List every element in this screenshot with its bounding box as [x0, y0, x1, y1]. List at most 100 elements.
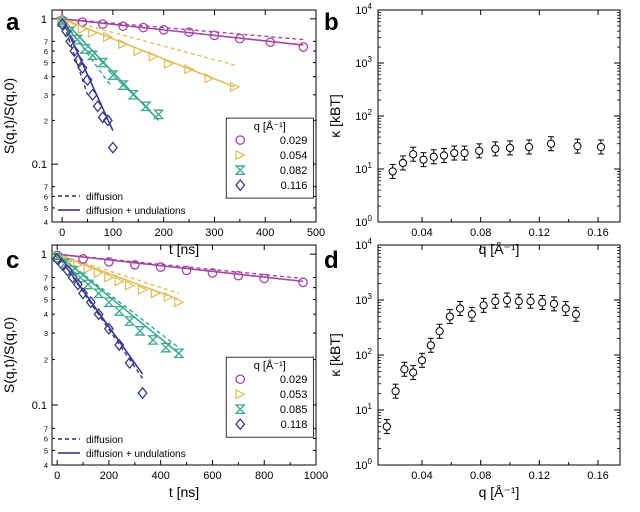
data-point [158, 24, 169, 35]
y-minor-tick-label: 7 [44, 424, 48, 433]
data-point [573, 142, 582, 151]
data-point [113, 306, 126, 316]
data-point [382, 422, 391, 431]
data-point [93, 267, 105, 279]
data-point [62, 264, 73, 277]
data-point [439, 151, 449, 160]
y-minor-tick-label: 5 [44, 59, 48, 68]
y-tick-label: 102 [355, 108, 372, 123]
y-minor-tick-label: 6 [44, 192, 48, 201]
x-tick-label: 100 [104, 227, 122, 239]
data-point [524, 142, 534, 152]
y-minor-tick-label: 7 [44, 183, 48, 192]
data-point [92, 100, 103, 113]
x-tick-label: 300 [205, 227, 223, 239]
panel-letter-d: d [324, 247, 339, 274]
data-point [67, 271, 78, 284]
fit-diffusion-line [61, 18, 89, 96]
data-point [388, 167, 397, 176]
data-point [491, 297, 500, 306]
data-point [173, 296, 185, 308]
x-tick-label: 400 [152, 470, 170, 482]
data-point [52, 252, 63, 266]
data-point [118, 38, 129, 50]
data-point [391, 387, 400, 396]
data-point [93, 307, 104, 321]
y-tick-label: 101 [355, 402, 372, 417]
y-tick-label: 1 [41, 14, 47, 26]
panel-b: b 0.04 0.08 0.12 0.16 100 101 102 103 104 q [Å⁻¹] κ… [324, 2, 621, 257]
y-tick-label: 0.1 [32, 400, 47, 412]
legend-entry: 0.116 [281, 180, 308, 192]
data-point [456, 304, 465, 313]
data-point [124, 280, 136, 291]
y-tick-label: 101 [355, 161, 372, 176]
y-minor-tick-label: 4 [44, 461, 48, 470]
x-tick-label: 0.04 [411, 227, 432, 239]
y-minor-tick-label: 7 [44, 274, 48, 283]
data-point [96, 57, 109, 68]
legend-marker [235, 417, 246, 431]
data-point [526, 297, 535, 306]
legend-entry: 0.054 [280, 150, 308, 162]
data-point [445, 312, 454, 321]
legend-entry: 0.085 [280, 404, 308, 416]
y-tick-label: 0.1 [32, 159, 47, 171]
y-tick-label: 104 [355, 237, 372, 252]
data-point [184, 27, 194, 37]
data-point [400, 365, 409, 374]
y-tick-label: 103 [355, 292, 372, 307]
data-point [181, 265, 192, 276]
data-point [163, 291, 175, 303]
data-point [409, 368, 418, 377]
data-point [204, 73, 216, 84]
data-point [259, 273, 270, 284]
data-point [419, 155, 428, 164]
legend-diffusion-label: diffusion [86, 435, 123, 446]
y-minor-tick-label: 5 [44, 296, 48, 305]
data-point [92, 288, 105, 299]
data-point [127, 89, 140, 100]
data-point [207, 268, 218, 278]
data-point [102, 114, 113, 127]
x-tick-label: 0.12 [529, 227, 550, 239]
data-point [87, 27, 99, 39]
data-point [479, 301, 488, 310]
data-point [97, 19, 108, 29]
fit-undulations-line [62, 18, 304, 46]
y-minor-tick-label: 2 [44, 116, 48, 125]
data-point [140, 101, 152, 112]
data-point [102, 31, 114, 43]
data-point [86, 50, 99, 61]
panel-d: d 0.04 0.08 0.12 0.16 100 101 102 103 104 q [Å⁻¹] κ… [324, 237, 621, 500]
legend-marker [235, 149, 246, 161]
y-tick-label: 100 [355, 457, 372, 472]
legend-marker [235, 388, 246, 400]
legend-box [225, 356, 314, 438]
data-point [61, 25, 72, 38]
y-tick-label: 103 [355, 55, 372, 70]
data-point [73, 259, 84, 271]
data-point [398, 158, 408, 168]
x-tick-label: 500 [307, 227, 325, 239]
legend-title: q [Å⁻¹] [254, 359, 286, 372]
y-tick-label: 1 [41, 249, 47, 261]
data-point [118, 21, 128, 32]
x-tick-label: 0.12 [529, 470, 550, 482]
data-point [103, 322, 114, 336]
data-point [173, 348, 185, 359]
data-point [107, 70, 119, 80]
data-point [82, 279, 95, 290]
fit-undulations-line [57, 253, 304, 283]
data-point [148, 51, 160, 62]
plot-frame [377, 244, 621, 466]
data-point [124, 356, 135, 370]
data-point [429, 152, 438, 161]
data-point [502, 295, 512, 305]
data-point [596, 142, 606, 152]
legend-marker [234, 165, 247, 175]
data-point [571, 310, 581, 319]
legend-undulations-label: diffusion + undulations [86, 449, 186, 460]
